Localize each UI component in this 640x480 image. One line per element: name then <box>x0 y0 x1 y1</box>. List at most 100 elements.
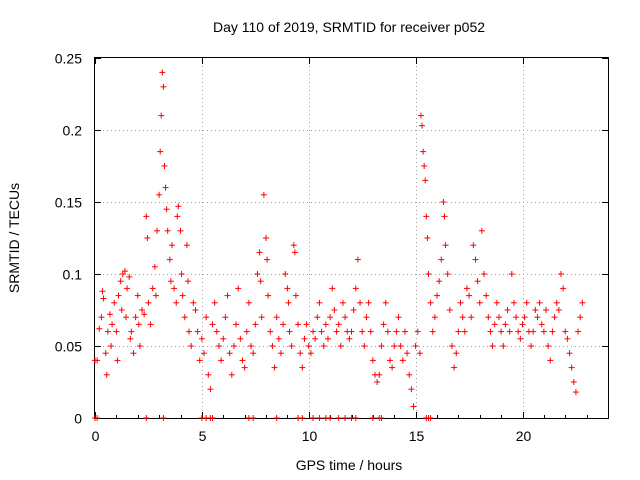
data-point <box>376 371 383 378</box>
data-point <box>564 335 571 342</box>
data-point <box>114 357 121 364</box>
data-point <box>333 328 340 335</box>
data-point <box>284 285 291 292</box>
data-point <box>350 307 357 313</box>
data-point <box>273 314 280 321</box>
data-point <box>222 314 229 321</box>
data-point <box>538 321 545 328</box>
data-point <box>188 343 195 349</box>
data-point <box>184 278 191 285</box>
data-point <box>562 328 569 335</box>
data-point <box>254 271 261 277</box>
data-point <box>335 415 342 421</box>
data-point <box>153 227 160 234</box>
data-point <box>404 350 411 357</box>
y-tick-label: 0.2 <box>63 123 83 139</box>
data-point <box>111 299 118 306</box>
data-point <box>406 371 413 378</box>
data-point <box>318 328 325 335</box>
data-point <box>163 206 170 213</box>
data-point <box>412 343 419 349</box>
data-point <box>190 299 197 306</box>
data-point <box>434 292 440 299</box>
data-point <box>157 148 164 155</box>
data-point <box>461 328 468 335</box>
data-point <box>160 83 167 90</box>
data-point <box>476 299 483 306</box>
x-tick-label: 5 <box>199 428 207 444</box>
data-point <box>310 415 317 421</box>
data-point <box>145 299 152 306</box>
data-point <box>139 307 146 313</box>
data-point <box>446 307 453 313</box>
data-point <box>423 213 430 220</box>
data-point <box>579 299 586 306</box>
data-point <box>121 268 128 275</box>
data-point <box>441 213 448 220</box>
data-point <box>555 307 562 313</box>
data-point <box>135 321 142 328</box>
data-point <box>540 328 547 335</box>
data-point <box>521 314 528 321</box>
data-point <box>393 328 400 335</box>
data-point <box>401 328 408 335</box>
data-point <box>530 328 537 335</box>
data-point <box>136 343 143 349</box>
data-point <box>198 335 205 342</box>
data-point <box>342 314 349 321</box>
data-point <box>369 415 376 421</box>
data-point <box>230 343 237 349</box>
data-point <box>248 343 255 349</box>
data-point <box>427 415 434 421</box>
x-tick-label: 15 <box>409 428 425 444</box>
data-point <box>519 321 526 328</box>
data-point <box>491 321 498 328</box>
data-point <box>241 364 248 371</box>
data-point <box>489 343 496 349</box>
data-point <box>500 343 507 349</box>
data-point <box>299 415 306 421</box>
data-point <box>260 191 267 198</box>
data-point <box>327 314 334 321</box>
data-point <box>410 403 417 410</box>
data-point <box>560 285 567 292</box>
data-point <box>459 314 466 321</box>
data-point <box>399 357 406 364</box>
data-point <box>510 299 517 306</box>
data-point <box>386 357 393 364</box>
data-point <box>329 285 336 292</box>
data-point <box>186 328 193 335</box>
data-point <box>156 191 163 198</box>
data-point <box>440 199 447 205</box>
data-point <box>285 299 292 306</box>
data-point <box>134 292 141 299</box>
data-point <box>352 285 359 292</box>
data-point <box>104 328 111 335</box>
data-point <box>320 343 327 349</box>
data-point <box>297 350 304 357</box>
data-point <box>264 256 271 263</box>
data-point <box>171 285 178 292</box>
data-point <box>515 328 522 335</box>
data-point <box>143 415 150 421</box>
data-point <box>485 314 492 321</box>
data-point <box>369 357 376 364</box>
data-point <box>203 314 210 321</box>
data-point <box>96 325 103 332</box>
x-tick-label: 0 <box>92 428 100 444</box>
data-point <box>508 271 515 277</box>
data-point <box>295 321 302 328</box>
data-point <box>168 242 175 249</box>
data-point <box>553 299 560 306</box>
data-point <box>118 307 125 313</box>
data-point <box>167 278 174 285</box>
data-point <box>487 328 494 335</box>
y-tick-label: 0.15 <box>55 195 82 211</box>
data-point <box>126 273 133 280</box>
data-point <box>314 314 321 321</box>
data-point <box>256 249 263 256</box>
data-point <box>436 278 443 285</box>
data-point <box>391 343 398 349</box>
data-point <box>282 271 289 277</box>
data-point <box>277 350 284 357</box>
